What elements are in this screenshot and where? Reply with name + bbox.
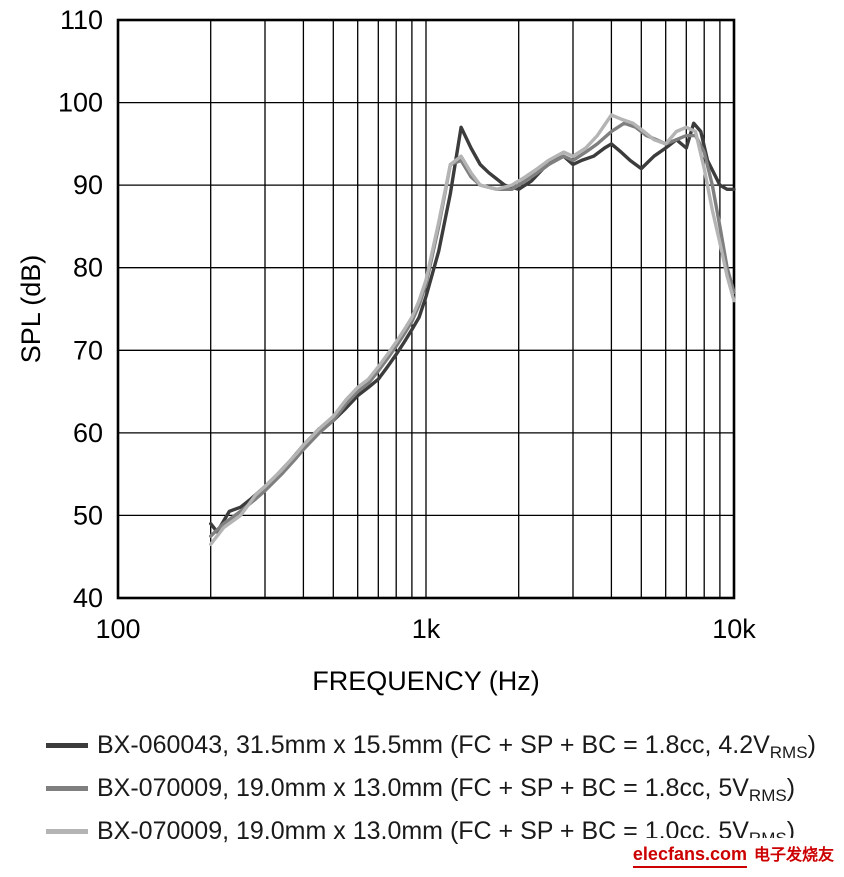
y-tick-label: 70 xyxy=(73,335,103,365)
spl-frequency-chart: 40 50 60 70 80 90 100 110 100 1k 10k SPL (dB) FREQUE… xyxy=(16,5,756,696)
x-axis-title: FREQUENCY (Hz) xyxy=(312,666,540,696)
chart-area: 40 50 60 70 80 90 100 110 100 1k 10k SPL (dB) FREQUE… xyxy=(16,5,756,696)
y-tick-label: 90 xyxy=(73,170,103,200)
chart-legend: BX-060043, 31.5mm x 15.5mm (FC + SP + BC… xyxy=(46,724,844,853)
watermark-site-link[interactable]: elecfans.com xyxy=(632,844,747,868)
legend-label-sub: RMS xyxy=(748,786,787,805)
y-tick-label: 60 xyxy=(73,418,103,448)
legend-label-end: ) xyxy=(786,817,796,845)
legend-label: BX-070009, 19.0mm x 13.0mm (FC + SP + BC… xyxy=(97,774,796,805)
legend-label: BX-060043, 31.5mm x 15.5mm (FC + SP + BC… xyxy=(97,731,816,762)
y-tick-label: 110 xyxy=(60,5,103,35)
y-tick-label: 50 xyxy=(73,500,103,530)
legend-swatch xyxy=(46,786,88,791)
legend-item: BX-060043, 31.5mm x 15.5mm (FC + SP + BC… xyxy=(46,724,844,767)
legend-label-sub: RMS xyxy=(769,743,808,762)
watermark-cn-text: 电子发烧友 xyxy=(753,847,834,864)
y-tick-label: 40 xyxy=(73,583,103,613)
plot-border xyxy=(116,18,736,600)
watermark: elecfans.com 电子发烧友 xyxy=(622,838,842,873)
legend-label-main: BX-060043, 31.5mm x 15.5mm (FC + SP + BC… xyxy=(97,731,770,759)
legend-label-end: ) xyxy=(786,774,796,802)
y-tick-label: 100 xyxy=(58,88,103,118)
y-tick-label: 80 xyxy=(73,253,103,283)
series-line-2 xyxy=(208,113,736,546)
legend-label-main: BX-070009, 19.0mm x 13.0mm (FC + SP + BC… xyxy=(97,774,749,802)
legend-swatch xyxy=(46,743,88,748)
x-tick-label: 1k xyxy=(412,614,441,644)
legend-swatch xyxy=(46,829,88,834)
legend-item: BX-070009, 19.0mm x 13.0mm (FC + SP + BC… xyxy=(46,767,844,810)
legend-label-end: ) xyxy=(807,731,816,759)
x-tick-label: 100 xyxy=(95,614,140,644)
y-axis-title: SPL (dB) xyxy=(16,255,46,364)
x-tick-label: 10k xyxy=(712,614,756,644)
